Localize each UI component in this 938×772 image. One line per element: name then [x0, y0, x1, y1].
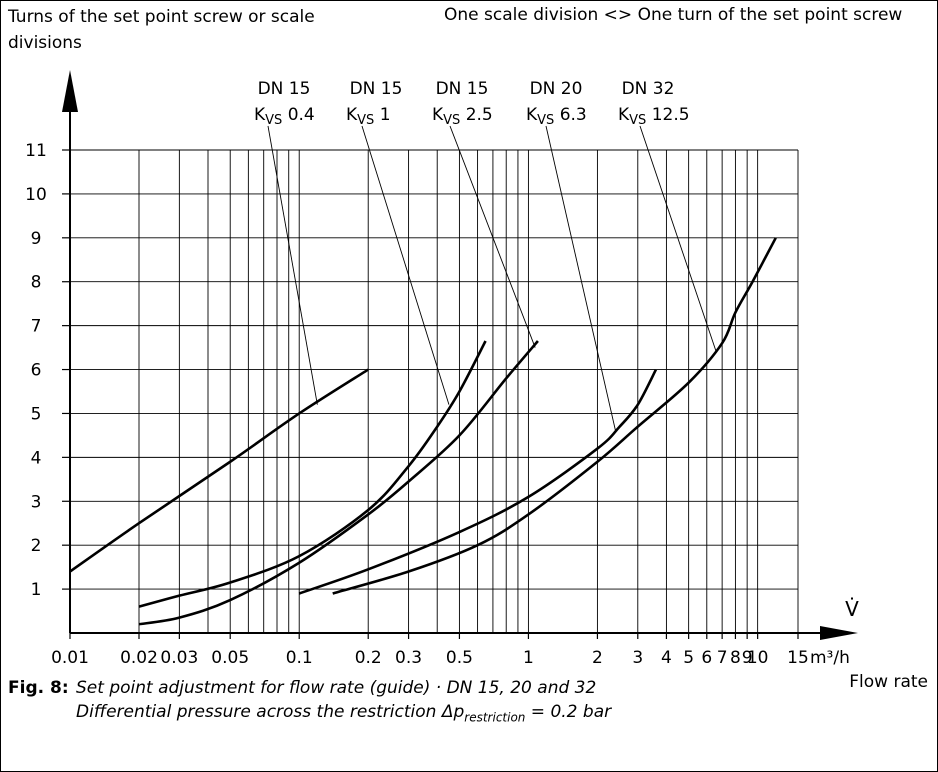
series-line: [332, 237, 777, 595]
x-tick-label: 9: [742, 648, 753, 668]
y-tick-label: 3: [31, 492, 42, 512]
kvs-subscript: VS: [443, 113, 460, 128]
series-line: [138, 340, 487, 608]
x-tick-label: 2: [592, 648, 603, 668]
x-tick-label: 6: [701, 648, 712, 668]
series-label-kvs: KVS 1: [346, 105, 391, 128]
kvs-symbol: K: [346, 105, 358, 125]
kvs-subscript: VS: [357, 113, 374, 128]
x-tick-label: 0.3: [395, 648, 422, 668]
x-axis-title: Flow rate: [849, 672, 928, 692]
caption-line-2-prefix: Differential pressure across the restric…: [76, 702, 465, 722]
series-label-kvs: KVS 2.5: [432, 105, 493, 128]
series-label-kvs: KVS 0.4: [254, 105, 315, 128]
x-tick-label: 8: [730, 648, 741, 668]
y-tick-label: 11: [25, 141, 47, 161]
x-tick-label: 3: [632, 648, 643, 668]
label-leader-line: [639, 125, 717, 353]
y-tick-label: 10: [25, 185, 47, 205]
kvs-symbol: K: [254, 105, 266, 125]
label-leader-line: [545, 125, 617, 432]
x-unit-label: m³/h: [810, 648, 850, 668]
label-leader-line: [449, 125, 536, 348]
y-tick-label: 9: [31, 229, 42, 249]
kvs-symbol: K: [618, 105, 630, 125]
x-tick-label: 4: [661, 648, 672, 668]
series-label-dn: DN 15: [258, 79, 311, 99]
x-tick-label: 0.5: [446, 648, 473, 668]
series-label-dn: DN 15: [350, 79, 403, 99]
y-tick-label: 4: [31, 448, 42, 468]
x-tick-label: 10: [747, 648, 769, 668]
x-tick-label: 0.05: [211, 648, 249, 668]
series-line: [298, 368, 658, 595]
caption-line-2: Differential pressure across the restric…: [8, 700, 611, 729]
caption-line-2-sub: restriction: [464, 710, 526, 725]
kvs-value: 0.4: [282, 105, 314, 125]
figure-caption: Fig. 8: Set point adjustment for flow rat…: [8, 676, 611, 729]
series-label-kvs: KVS 6.3: [526, 105, 587, 128]
series-line: [69, 368, 369, 573]
series-label-dn: DN 20: [530, 79, 583, 99]
x-tick-label: 0.2: [355, 648, 382, 668]
x-axis-arrow: [820, 626, 858, 640]
x-tick-label: 0.03: [160, 648, 198, 668]
y-axis-title: Turns of the set point screw or scale di…: [8, 4, 348, 56]
y-tick-label: 5: [31, 404, 42, 424]
kvs-value: 6.3: [554, 105, 586, 125]
kvs-symbol: K: [432, 105, 444, 125]
x-tick-label: 0.1: [286, 648, 313, 668]
y-tick-label: 6: [31, 361, 42, 381]
kvs-value: 1: [374, 105, 390, 125]
scale-note: One scale division <> One turn of the se…: [444, 5, 903, 25]
series-line: [138, 340, 539, 626]
x-tick-label: 15: [787, 648, 809, 668]
kvs-subscript: VS: [537, 113, 554, 128]
y-tick-label: 7: [31, 317, 42, 337]
x-tick-label: 5: [683, 648, 694, 668]
y-axis-title-text: Turns of the set point screw or scale di…: [8, 7, 315, 53]
kvs-subscript: VS: [265, 113, 282, 128]
caption-line-2-suffix: = 0.2 bar: [525, 702, 612, 722]
caption-line-1: Set point adjustment for flow rate (guid…: [76, 678, 597, 698]
x-tick-label: 7: [717, 648, 728, 668]
label-leader-line: [361, 125, 450, 405]
y-axis-arrow: [62, 70, 78, 112]
kvs-value: 2.5: [460, 105, 492, 125]
kvs-value: 12.5: [646, 105, 689, 125]
kvs-symbol: K: [526, 105, 538, 125]
label-leader-line: [267, 125, 318, 405]
x-tick-label: 0.01: [51, 648, 89, 668]
series-label-dn: DN 15: [436, 79, 489, 99]
y-tick-label: 1: [31, 580, 42, 600]
series-label-kvs: KVS 12.5: [618, 105, 690, 128]
series-label-dn: DN 32: [622, 79, 675, 99]
x-axis-symbol: V̇: [845, 597, 859, 621]
figure-label: Fig. 8:: [8, 678, 69, 698]
kvs-subscript: VS: [629, 113, 646, 128]
y-tick-label: 8: [31, 273, 42, 293]
x-tick-label: 0.02: [120, 648, 158, 668]
y-tick-label: 2: [31, 536, 42, 556]
x-tick-label: 1: [523, 648, 534, 668]
